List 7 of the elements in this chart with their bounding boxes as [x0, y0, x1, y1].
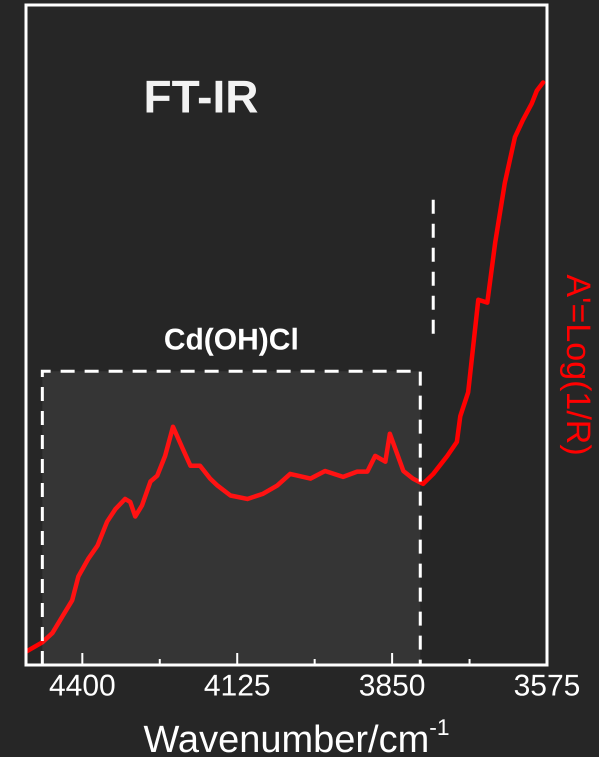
chart-title: FT-IR: [144, 70, 258, 123]
x-tick-label: 3850: [358, 669, 426, 702]
band-label: Cd(OH)Cl: [164, 324, 299, 357]
x-tick-label: 4400: [48, 669, 116, 702]
x-tick-label: 4125: [204, 669, 271, 702]
x-tick-label: 3575: [514, 669, 580, 702]
y-axis-title: A'=Log(1/R): [559, 274, 597, 456]
